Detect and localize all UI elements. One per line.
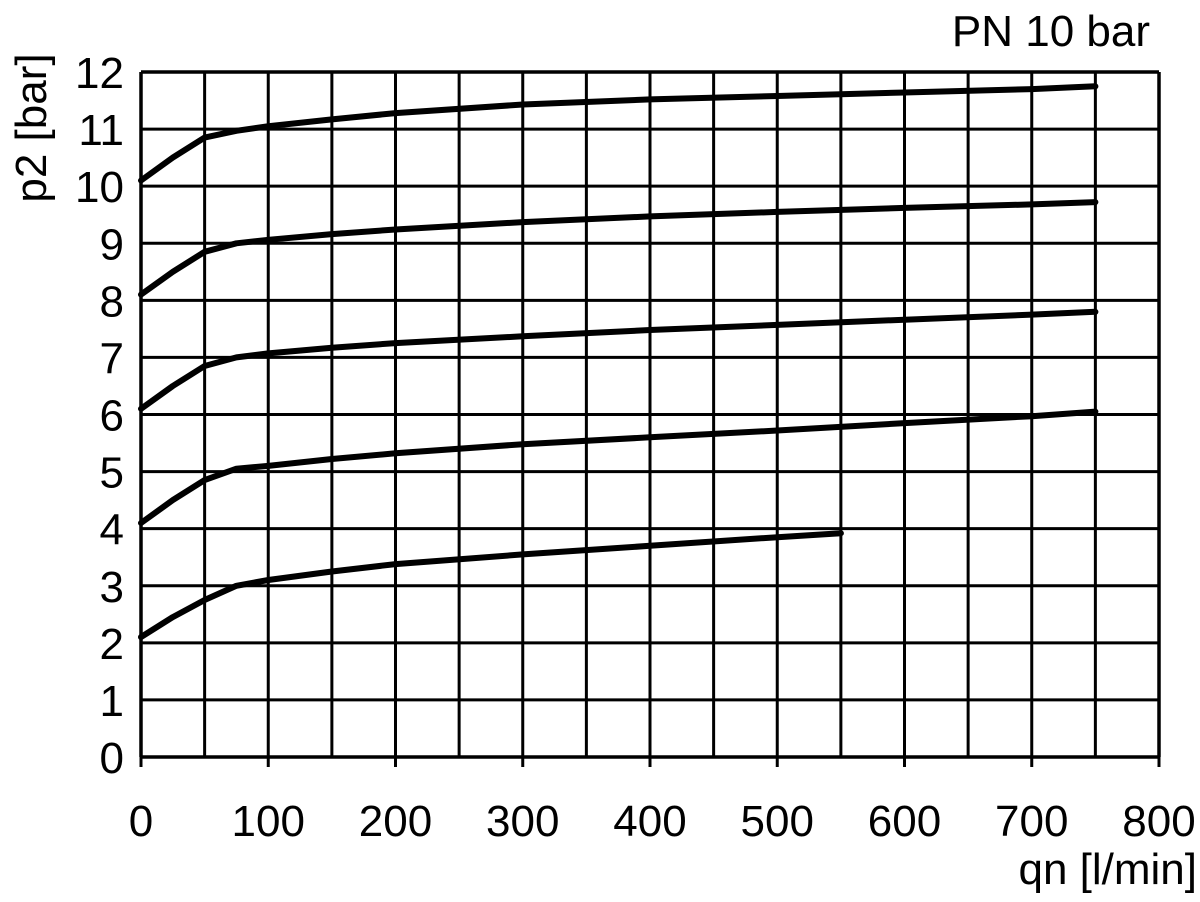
y-tick-label: 12 (75, 49, 124, 98)
series-group (138, 83, 1099, 641)
series-line-1 (138, 530, 844, 641)
y-tick-label: 7 (100, 334, 124, 383)
y-tick-label: 1 (100, 677, 124, 726)
chart-title: PN 10 bar (952, 7, 1150, 56)
series-line-4 (138, 199, 1099, 298)
x-tick-label: 200 (359, 797, 432, 846)
y-tick-label: 4 (100, 506, 124, 555)
y-tick-label: 0 (100, 734, 124, 783)
x-tick-label: 100 (232, 797, 305, 846)
x-tick-label: 0 (129, 797, 153, 846)
grid (139, 70, 1161, 767)
x-tick-label: 800 (1122, 797, 1195, 846)
y-tick-label: 8 (100, 277, 124, 326)
series-line-5 (138, 83, 1099, 184)
x-tick-label: 400 (613, 797, 686, 846)
y-tick-label: 6 (100, 392, 124, 441)
x-axis-title: qn [l/min] (1018, 845, 1197, 894)
y-tick-label: 5 (100, 449, 124, 498)
y-tick-label: 2 (100, 620, 124, 669)
x-tick-labels: 0 100 200 300 400 500 600 700 800 (129, 797, 1196, 846)
x-tick-label: 700 (995, 797, 1068, 846)
series-line-3 (138, 308, 1099, 412)
y-tick-label: 11 (78, 106, 124, 155)
x-tick-label: 300 (486, 797, 559, 846)
y-tick-label: 3 (100, 563, 124, 612)
y-axis-title: p2 [bar] (7, 53, 56, 202)
x-tick-label: 600 (868, 797, 941, 846)
series-line-2 (138, 408, 1099, 526)
y-tick-label: 9 (100, 220, 124, 269)
y-tick-label: 10 (75, 163, 124, 212)
x-tick-label: 500 (741, 797, 814, 846)
